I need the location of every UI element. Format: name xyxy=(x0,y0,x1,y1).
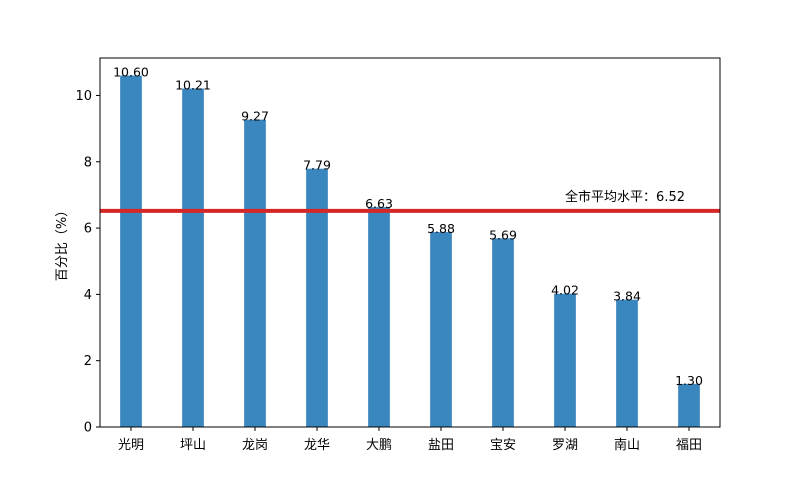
bar xyxy=(678,383,700,427)
value-label: 7.79 xyxy=(303,158,331,173)
value-label: 5.88 xyxy=(427,221,455,236)
bar xyxy=(554,293,576,427)
bars-layer xyxy=(120,75,700,428)
y-tick-label: 2 xyxy=(84,354,92,369)
value-label: 4.02 xyxy=(551,283,579,298)
x-tick-label: 龙华 xyxy=(304,438,330,453)
bar xyxy=(120,75,142,427)
y-axis-title: 百分比（%） xyxy=(55,204,70,281)
value-label: 9.27 xyxy=(241,109,269,124)
x-tick-label: 大鹏 xyxy=(366,438,392,453)
y-tick-label: 6 xyxy=(84,222,92,237)
value-label: 5.69 xyxy=(489,227,517,242)
y-tick-label: 8 xyxy=(84,155,92,170)
y-tick-label: 4 xyxy=(84,288,92,303)
bar xyxy=(182,88,204,427)
bar xyxy=(492,238,514,427)
x-tick-label: 坪山 xyxy=(180,438,206,453)
bar xyxy=(430,232,452,427)
x-tick-label: 福田 xyxy=(676,438,702,453)
plot-frame xyxy=(99,57,721,428)
value-label: 1.30 xyxy=(675,373,703,388)
axes-layer xyxy=(96,57,721,431)
bar xyxy=(244,119,266,428)
x-tick-label: 盐田 xyxy=(428,438,454,453)
x-tick-label: 光明 xyxy=(118,438,144,453)
x-tick-label: 宝安 xyxy=(490,438,516,453)
value-label: 10.60 xyxy=(113,65,149,80)
bar xyxy=(306,168,328,428)
bar xyxy=(368,207,390,427)
average-label: 全市平均水平：6.52 xyxy=(565,189,685,205)
bar xyxy=(616,299,638,427)
x-tick-label: 南山 xyxy=(614,437,640,453)
x-tick-label: 罗湖 xyxy=(552,438,578,453)
labels-layer: 10.60 光明 10.21 坪山 9.27 龙岗 7.79 龙华 6.63 大鹏 5.88 盐田 5.… xyxy=(75,65,703,453)
x-tick-label: 龙岗 xyxy=(242,438,268,453)
value-label: 10.21 xyxy=(175,78,211,93)
y-tick-label: 0 xyxy=(84,421,92,436)
value-label: 3.84 xyxy=(613,289,641,304)
y-tick-label: 10 xyxy=(75,89,92,104)
value-label: 6.63 xyxy=(365,196,393,211)
